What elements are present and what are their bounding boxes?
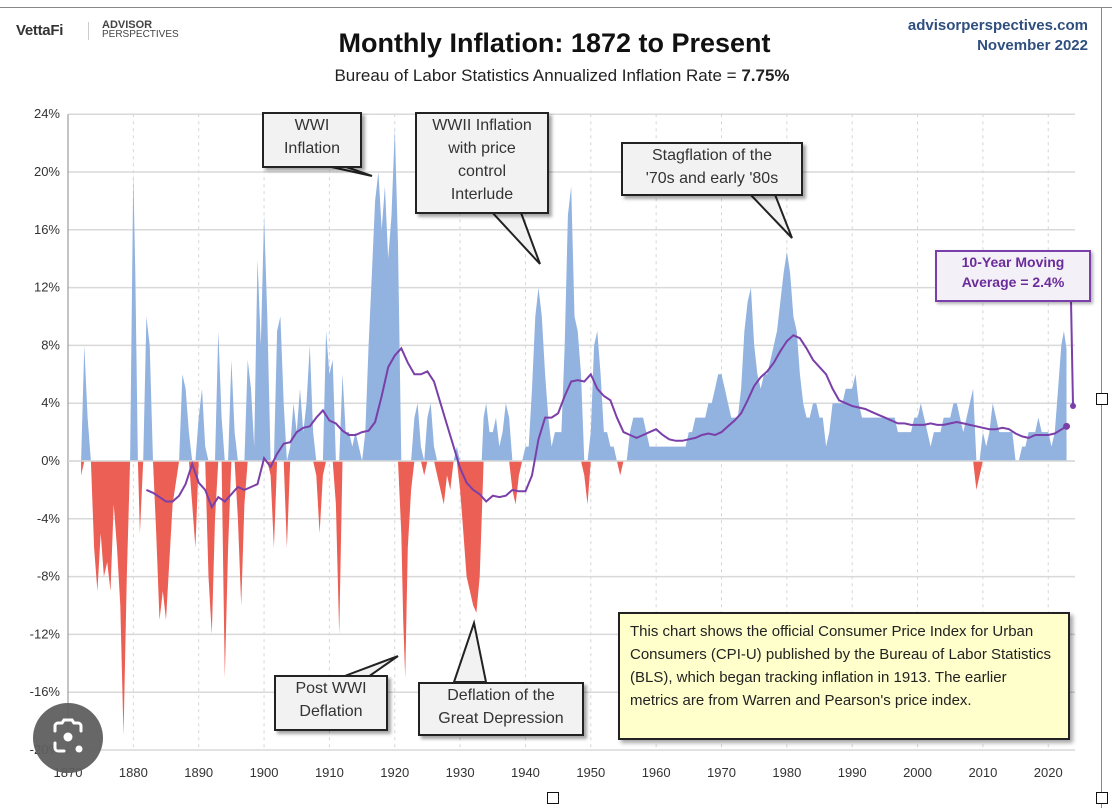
x-tick-label: 1910 xyxy=(315,765,344,780)
y-tick-label: 0% xyxy=(41,453,60,468)
chart-title: Monthly Inflation: 1872 to Present xyxy=(0,28,1112,59)
x-tick-label: 1970 xyxy=(707,765,736,780)
y-tick-label: -16% xyxy=(30,684,61,699)
y-axis-ticks: 24%20%16%12%8%4%0%-4%-8%-12%-16%-20% xyxy=(30,106,61,757)
advisor-perspectives-logo: ADVISOR PERSPECTIVES xyxy=(102,19,179,40)
x-tick-label: 2000 xyxy=(903,765,932,780)
resize-handle-right[interactable] xyxy=(1096,393,1108,405)
pointer-moving-average xyxy=(1070,299,1074,406)
x-tick-label: 1890 xyxy=(184,765,213,780)
top-border xyxy=(0,7,1112,8)
y-tick-label: 16% xyxy=(34,222,60,237)
resize-handle-bottom[interactable] xyxy=(547,792,559,804)
right-border xyxy=(1101,7,1102,808)
x-tick-label: 1880 xyxy=(119,765,148,780)
pointer-moving-average-dot xyxy=(1070,403,1076,409)
y-tick-label: 8% xyxy=(41,337,60,352)
chart-subtitle: Bureau of Labor Statistics Annualized In… xyxy=(0,66,1112,86)
subtitle-value: 7.75% xyxy=(741,66,790,85)
x-tick-label: 1960 xyxy=(642,765,671,780)
y-tick-label: -8% xyxy=(37,569,61,584)
moving-average-layer xyxy=(145,334,1071,510)
y-tick-label: 24% xyxy=(34,106,60,121)
source-info: advisorperspectives.com November 2022 xyxy=(908,16,1088,56)
callout-great-depression: Deflation of the Great Depression xyxy=(418,682,584,736)
x-axis-ticks: 1870188018901900191019201930194019501960… xyxy=(54,765,1063,780)
y-tick-label: 20% xyxy=(34,164,60,179)
image-search-button[interactable] xyxy=(33,703,103,773)
x-tick-label: 2020 xyxy=(1034,765,1063,780)
subtitle-prefix: Bureau of Labor Statistics Annualized In… xyxy=(334,66,742,85)
y-tick-label: 12% xyxy=(34,280,60,295)
site-url: advisorperspectives.com xyxy=(907,17,1088,34)
moving-average-endpoint xyxy=(1063,422,1071,430)
x-tick-label: 1900 xyxy=(250,765,279,780)
y-tick-label: -12% xyxy=(30,626,61,641)
chart-title-text: Monthly Inflation: 1872 to Present xyxy=(338,28,771,58)
pointer-wwii xyxy=(487,209,541,265)
positive-inflation-area xyxy=(81,128,1067,461)
resize-handle-bottom-right[interactable] xyxy=(1096,792,1108,804)
y-tick-label: -4% xyxy=(37,511,61,526)
logo-line-2: PERSPECTIVES xyxy=(102,29,179,40)
inflation-areas xyxy=(81,128,1067,736)
y-tick-label: 4% xyxy=(41,395,60,410)
logo-divider xyxy=(88,22,89,40)
callout-stagflation: Stagflation of the '70s and early '80s xyxy=(621,142,803,196)
x-tick-label: 1920 xyxy=(380,765,409,780)
moving-average-line xyxy=(145,334,1068,510)
callout-wwi-inflation: WWI Inflation xyxy=(262,112,362,168)
logo-line-1: ADVISOR xyxy=(102,19,153,31)
vettafi-logo: VettaFi xyxy=(16,22,64,39)
x-tick-label: 1930 xyxy=(446,765,475,780)
pointer-stagflation xyxy=(745,191,793,239)
x-tick-label: 1940 xyxy=(511,765,540,780)
callout-post-wwi-deflation: Post WWI Deflation xyxy=(274,675,388,731)
callout-moving-average: 10-Year Moving Average = 2.4% xyxy=(935,250,1091,302)
callout-wwii-inflation: WWII Inflation with price control Interl… xyxy=(415,112,549,214)
publish-date: November 2022 xyxy=(977,37,1088,54)
x-tick-label: 2010 xyxy=(968,765,997,780)
pointer-post-wwi xyxy=(341,655,399,678)
chart-explanation-note: This chart shows the official Consumer P… xyxy=(618,612,1070,740)
camera-lens-icon xyxy=(53,718,83,753)
pointer-depression xyxy=(452,619,488,683)
x-tick-label: 1990 xyxy=(838,765,867,780)
x-tick-label: 1950 xyxy=(576,765,605,780)
x-tick-label: 1980 xyxy=(772,765,801,780)
